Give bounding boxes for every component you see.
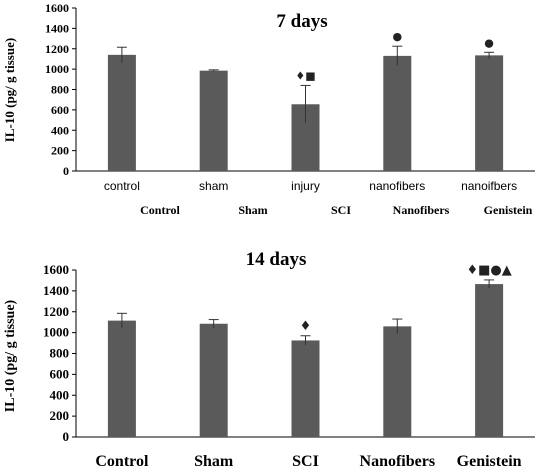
y-tick-label: 1200 [45, 42, 69, 56]
y-axis-label: IL-10 (pg/ g tissue) [2, 38, 17, 142]
bar [107, 54, 136, 171]
group-label: Nanofibers [393, 203, 450, 217]
group-label: Control [140, 203, 180, 217]
group-label: SCI [331, 203, 351, 217]
y-tick-label: 400 [50, 387, 70, 402]
bar [107, 320, 136, 437]
chart-title: 7 days [276, 11, 327, 32]
group-label: Sham [238, 203, 267, 217]
bar [199, 323, 228, 437]
bars: ♦■ ● ● [107, 30, 504, 172]
group-labels: Control Sham SCI Nanofibers Genistein [140, 203, 533, 217]
chart-title: 14 days [246, 249, 307, 270]
x-tick-label: SCI [292, 453, 319, 470]
y-tick-label: 0 [63, 164, 69, 178]
y-tick-label: 600 [50, 366, 70, 381]
y-tick-label: 1000 [45, 62, 69, 76]
x-tick-label: Genistein [457, 453, 522, 470]
bar [291, 340, 320, 437]
y-tick-label: 1600 [43, 262, 69, 277]
y-tick-label: 1400 [43, 283, 69, 298]
x-tick-label: nanoifbers [461, 179, 517, 193]
y-tick-label: 600 [51, 103, 69, 117]
y-tick-label: 400 [51, 123, 69, 137]
x-tick-label: nanofibers [369, 179, 425, 193]
y-tick-label: 1400 [45, 21, 69, 35]
chart-7-days: 7 days IL-10 (pg/ g tissue) ♦■ ● ● 0 200 400… [2, 1, 535, 217]
chart-14-days: 14 days IL-10 (pg/ g tissue) ♦ ♦■●▲ 0 200 4… [3, 249, 535, 470]
significance-marker: ♦■●▲ [466, 263, 511, 278]
y-tick-label: 1000 [43, 325, 69, 340]
significance-marker: ♦ [300, 319, 312, 334]
y-tick-label: 0 [63, 429, 70, 444]
x-tick-label: control [104, 179, 140, 193]
tick-labels: 0 200 400 600 800 1000 1200 1400 1600 Control Sham… [43, 262, 522, 470]
x-tick-label: Sham [194, 453, 234, 470]
y-tick-label: 1600 [45, 1, 69, 15]
x-tick-label: sham [199, 179, 228, 193]
significance-marker: ♦■ [295, 69, 315, 82]
x-tick-label: Nanofibers [360, 453, 436, 470]
significance-marker: ● [392, 30, 402, 43]
x-tick-label: injury [291, 179, 320, 193]
y-tick-label: 800 [50, 346, 70, 361]
significance-marker: ● [484, 36, 494, 49]
bar [475, 55, 504, 172]
y-tick-label: 200 [51, 144, 69, 158]
bars: ♦ ♦■●▲ [107, 263, 512, 437]
bar [199, 70, 228, 171]
y-tick-label: 1200 [43, 304, 69, 319]
tick-labels: 0 200 400 600 800 1000 1200 1400 1600 control sham… [45, 1, 517, 193]
bar [383, 326, 412, 437]
bar [383, 55, 412, 171]
bar [475, 284, 504, 437]
group-label: Genistein [484, 203, 533, 217]
y-axis-label: IL-10 (pg/ g tissue) [3, 299, 18, 412]
y-tick-label: 800 [51, 83, 69, 97]
y-tick-label: 200 [50, 408, 70, 423]
x-tick-label: Control [95, 453, 149, 470]
